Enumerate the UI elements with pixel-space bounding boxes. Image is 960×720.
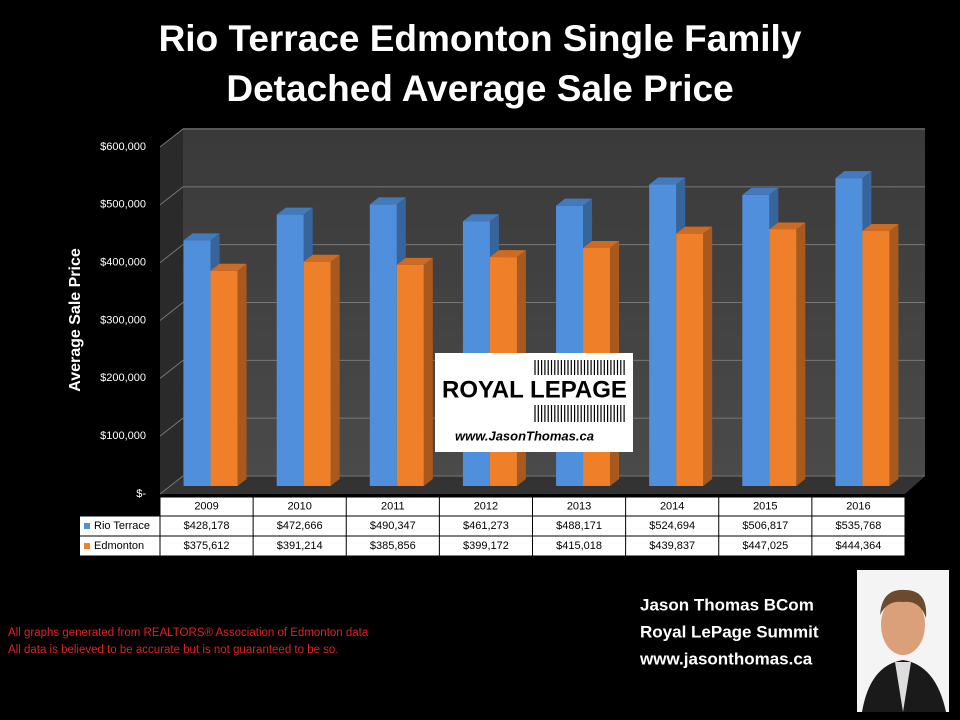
table-value: $472,666	[277, 520, 323, 532]
bar	[210, 270, 238, 486]
bar-top	[183, 233, 220, 241]
bar	[742, 194, 770, 486]
bar-top	[556, 198, 593, 206]
bar-side	[703, 226, 713, 486]
y-tick-label: $300,000	[100, 314, 146, 326]
legend-label: Rio Terrace	[94, 520, 150, 532]
bar	[183, 240, 211, 486]
table-value: $439,837	[649, 540, 695, 552]
table-value: $506,817	[742, 520, 788, 532]
bar-side	[423, 257, 433, 486]
note: All data is believed to be accurate but …	[8, 644, 339, 656]
bar-side	[889, 224, 899, 486]
table-value: $444,364	[835, 540, 881, 552]
bar	[369, 204, 397, 486]
table-value: $488,171	[556, 520, 602, 532]
bar	[862, 231, 890, 486]
table-value: $535,768	[835, 520, 881, 532]
y-axis-title: Average Sale Price	[67, 248, 84, 392]
bar-top	[303, 254, 340, 262]
bar-top	[769, 222, 806, 230]
bar-top	[276, 207, 313, 215]
logo-url: www.JasonThomas.ca	[455, 428, 594, 443]
bar-top	[210, 263, 247, 271]
bar-top	[676, 226, 713, 234]
table-value: $415,018	[556, 540, 602, 552]
x-tick-label: 2016	[846, 500, 870, 512]
table-value: $461,273	[463, 520, 509, 532]
bar-top	[583, 240, 620, 248]
bar-top	[489, 250, 526, 258]
author-photo	[857, 570, 949, 712]
bar-top	[369, 197, 406, 205]
bar-top	[396, 257, 433, 265]
bar	[303, 261, 331, 486]
y-tick-label: $200,000	[100, 372, 146, 384]
bar-top	[649, 177, 686, 185]
bar-top	[742, 187, 779, 195]
author-line: www.jasonthomas.ca	[639, 649, 813, 668]
bar-side	[330, 254, 340, 486]
table-value: $391,214	[277, 540, 323, 552]
legend-swatch	[84, 543, 90, 549]
legend-swatch	[84, 523, 90, 529]
table-value: $447,025	[742, 540, 788, 552]
y-tick-label: $500,000	[100, 199, 146, 211]
x-tick-label: 2011	[381, 500, 405, 512]
x-tick-label: 2015	[753, 500, 777, 512]
note: All graphs generated from REALTORS® Asso…	[8, 627, 369, 639]
x-tick-label: 2014	[660, 500, 684, 512]
x-tick-label: 2009	[194, 500, 218, 512]
bar	[396, 264, 424, 486]
table-value: $490,347	[370, 520, 416, 532]
bar	[276, 214, 304, 487]
table-value: $399,172	[463, 540, 509, 552]
bar	[835, 178, 863, 486]
table-value: $524,694	[649, 520, 695, 532]
legend-label: Edmonton	[94, 540, 144, 552]
chart-title: Rio Terrace Edmonton Single Family Detac…	[158, 18, 802, 109]
x-tick-label: 2013	[567, 500, 591, 512]
author-line: Jason Thomas BCom	[640, 595, 814, 614]
bar-top	[835, 171, 872, 179]
table-value: $385,856	[370, 540, 416, 552]
y-tick-label: $600,000	[100, 141, 146, 153]
logo-box	[435, 353, 633, 452]
bar-side	[237, 263, 247, 486]
bar-top	[462, 214, 499, 222]
y-tick-label: $100,000	[100, 430, 146, 442]
bar	[769, 229, 797, 487]
logo-brand: ROYAL LEPAGE	[442, 376, 627, 403]
x-tick-label: 2012	[474, 500, 498, 512]
bar	[649, 184, 677, 486]
floor	[160, 476, 925, 494]
author-line: Royal LePage Summit	[640, 622, 819, 641]
table-value: $428,178	[184, 520, 230, 532]
logo-stripes	[534, 360, 625, 422]
y-tick-label: $400,000	[100, 257, 146, 269]
grid-line	[159, 128, 925, 148]
bar	[676, 233, 704, 486]
bar-top	[862, 224, 899, 232]
x-tick-label: 2010	[287, 500, 311, 512]
bar-side	[796, 222, 806, 487]
y-tick-label: $-	[136, 488, 146, 500]
table-value: $375,612	[184, 540, 230, 552]
